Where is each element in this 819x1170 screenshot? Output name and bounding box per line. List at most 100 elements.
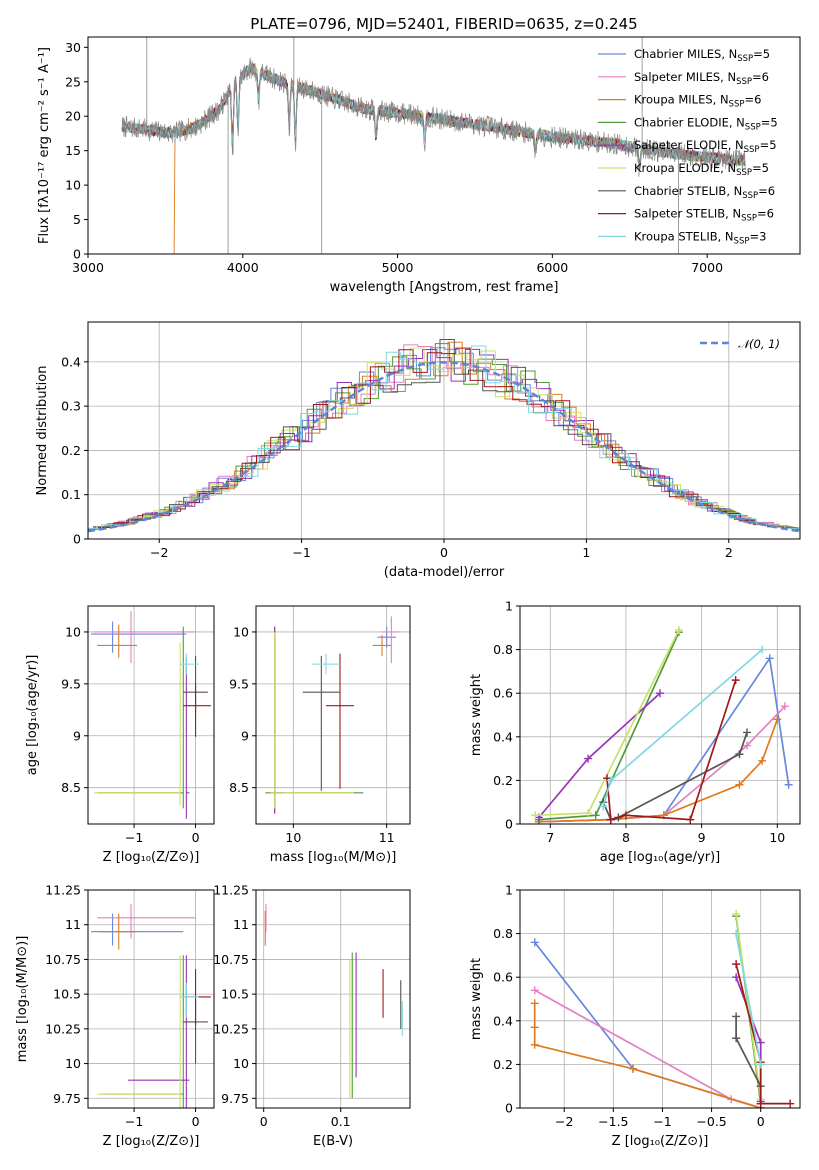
y-tick-label: 1 [505, 599, 513, 614]
x-tick-label: 9 [698, 830, 706, 845]
x-tick-label: −1.5 [598, 1114, 628, 1129]
legend-entry: Chabrier STELIB, NSSP=6 [634, 184, 775, 201]
x-tick-label: −1 [125, 830, 143, 845]
y-axis-label: Flux [fλ10⁻¹⁷ erg cm⁻² s⁻¹ A⁻¹] [37, 47, 52, 244]
residual-histogram [88, 347, 800, 531]
x-tick-label: −1 [653, 1114, 671, 1129]
x-axis-label: E(B-V) [313, 1134, 353, 1149]
x-tick-label: −0.5 [696, 1114, 726, 1129]
y-tick-label: 10 [65, 624, 81, 639]
weight-marker [591, 811, 600, 820]
weight-line [735, 933, 762, 1065]
weight-marker [765, 654, 774, 663]
weight-marker [732, 1012, 741, 1021]
y-tick-label: 11.25 [213, 883, 249, 898]
weight-marker [743, 728, 752, 737]
y-tick-label: 1 [505, 883, 513, 898]
weight-marker [599, 802, 608, 811]
figure-title: PLATE=0796, MJD=52401, FIBERID=0635, z=0… [250, 15, 637, 33]
weight-line [533, 1003, 761, 1108]
legend-entry: Kroupa MILES, NSSP=6 [634, 93, 761, 110]
y-tick-label: 10 [233, 1056, 249, 1071]
weight-marker [735, 780, 744, 789]
weight-line [535, 629, 680, 817]
y-tick-label: 10.75 [45, 952, 81, 967]
residual-histogram [88, 345, 800, 531]
weight-marker [530, 986, 539, 995]
residual-histogram [88, 347, 800, 530]
y-tick-label: 0.4 [493, 1013, 513, 1028]
x-axis-label: Z [log₁₀(Z/Z⊙)] [103, 1134, 200, 1149]
legend-entry: Salpeter ELODIE, NSSP=5 [634, 138, 777, 155]
y-tick-label: 0 [73, 532, 81, 547]
panel-spectrum: Chabrier MILES, NSSP=5 Salpeter MILES, NS… [37, 36, 801, 295]
x-tick-label: −1 [125, 1114, 143, 1129]
x-tick-label: 6000 [536, 260, 568, 275]
y-axis-label: age [log₁₀(age/yr)] [25, 655, 40, 776]
y-tick-label: 0.1 [61, 487, 81, 502]
weight-line [538, 705, 786, 823]
plot-area-weight_vs_age [531, 625, 793, 824]
weight-marker [628, 1064, 637, 1073]
x-tick-label: 7000 [691, 260, 723, 275]
weight-marker [674, 625, 683, 634]
x-tick-label: 3000 [72, 260, 104, 275]
y-tick-label: 10.25 [45, 1021, 81, 1036]
weight-line [534, 941, 761, 1108]
x-tick-label: 7 [546, 830, 554, 845]
x-tick-label: 0 [260, 1114, 268, 1129]
weight-marker [606, 776, 615, 785]
y-tick-label: 10.75 [213, 952, 249, 967]
weight-marker [530, 938, 539, 947]
x-tick-label: 0 [757, 1114, 765, 1129]
x-axis-label: (data-model)/error [384, 565, 505, 580]
axes-frame [87, 889, 215, 1109]
x-tick-label: 10 [285, 830, 301, 845]
y-tick-label: 0.4 [61, 354, 81, 369]
x-tick-label: 1 [582, 545, 590, 560]
axes-frame [87, 36, 801, 255]
y-axis-label: mass weight [469, 958, 484, 1040]
plot-area-residuals [88, 339, 800, 533]
weight-marker [758, 756, 767, 765]
weight-marker [531, 811, 540, 820]
x-tick-label: 10 [769, 830, 785, 845]
weight-marker [756, 1099, 765, 1108]
y-tick-label: 30 [65, 40, 81, 55]
x-tick-label: 0 [192, 1114, 200, 1129]
y-tick-label: 0 [73, 247, 81, 262]
y-tick-label: 9.5 [229, 676, 249, 691]
weight-marker [530, 1040, 539, 1049]
plot-area-spectrum [121, 37, 746, 254]
legend-entry: Chabrier ELODIE, NSSP=5 [634, 115, 778, 132]
panel-mass_vs_EBV: 0 0.1 9.75 10 10.25 10.5 10.75 11 11.25 E(B-V) [213, 883, 411, 1149]
axes-frame [519, 605, 801, 825]
y-tick-label: 0.8 [493, 642, 513, 657]
weight-marker [530, 1023, 539, 1032]
y-tick-label: 9.5 [61, 676, 81, 691]
legend-entry: Kroupa STELIB, NSSP=3 [634, 229, 766, 246]
plot-area-mass_vs_EBV [264, 903, 403, 1099]
axes-frame [255, 889, 411, 1109]
x-tick-label: 4000 [227, 260, 259, 275]
plot-area-mass_vs_Z [91, 903, 211, 1108]
weight-marker [732, 929, 741, 938]
y-tick-label: 0.2 [61, 443, 81, 458]
panel-age_vs_Z: −1 0 8.5 9 9.5 10 Z [log₁₀(Z/Z⊙)] age [log₁₀(ag… [25, 605, 215, 865]
weight-marker [784, 780, 793, 789]
weight-marker [743, 741, 752, 750]
residual-histogram [88, 339, 800, 531]
y-tick-label: 0.4 [493, 729, 513, 744]
x-axis-label: age [log₁₀(age/yr)] [600, 850, 721, 865]
y-tick-label: 5 [73, 212, 81, 227]
y-tick-label: 10.25 [213, 1021, 249, 1036]
y-tick-label: 0 [505, 817, 513, 832]
x-tick-label: 5000 [382, 260, 414, 275]
normal-curve [88, 361, 800, 533]
x-tick-label: 8 [622, 830, 630, 845]
y-tick-label: 0.3 [61, 399, 81, 414]
weight-marker [606, 815, 615, 824]
y-tick-label: 9.75 [53, 1091, 81, 1106]
y-tick-label: 0 [505, 1101, 513, 1116]
